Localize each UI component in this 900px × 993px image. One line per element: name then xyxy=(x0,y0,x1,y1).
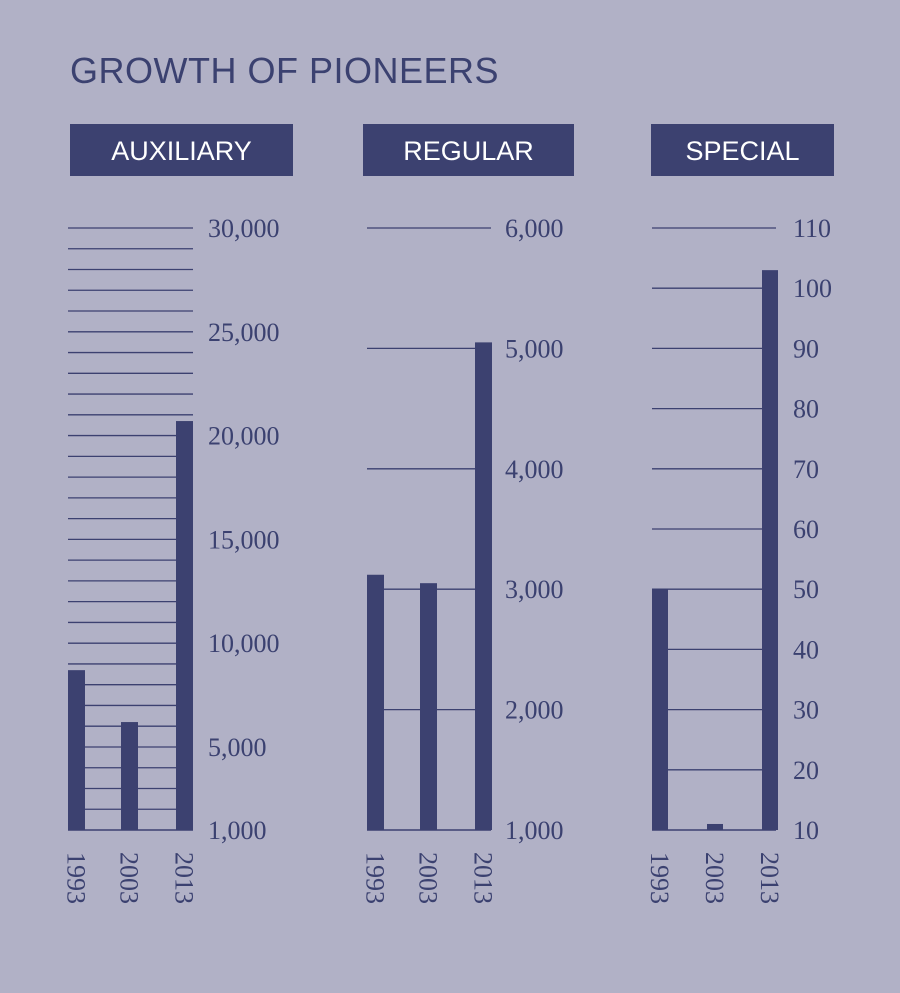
tick-label: 3,000 xyxy=(505,575,564,604)
category-label: 2013 xyxy=(170,852,199,904)
bar xyxy=(420,583,437,830)
tick-label: 70 xyxy=(793,455,819,484)
category-label: 1993 xyxy=(645,852,674,904)
tick-label: 5,000 xyxy=(208,733,267,762)
tick-label: 6,000 xyxy=(505,214,564,243)
tick-label: 4,000 xyxy=(505,455,564,484)
category-label: 1993 xyxy=(62,852,91,904)
chart-header-1 xyxy=(70,124,293,176)
bar xyxy=(652,589,668,830)
category-label: 1993 xyxy=(361,852,390,904)
bar xyxy=(475,342,492,830)
tick-label: 50 xyxy=(793,575,819,604)
bar xyxy=(68,670,85,830)
chart-title: AUXILIARY xyxy=(111,136,252,166)
tick-label: 80 xyxy=(793,395,819,424)
tick-label: 10,000 xyxy=(208,629,280,658)
tick-label: 30,000 xyxy=(208,214,280,243)
chart-header-2 xyxy=(363,124,574,176)
bar xyxy=(367,574,384,830)
tick-label: 30 xyxy=(793,696,819,725)
tick-label: 110 xyxy=(793,214,831,243)
tick-label: 1,000 xyxy=(208,816,267,845)
category-label: 2003 xyxy=(414,852,443,904)
category-label: 2013 xyxy=(755,852,784,904)
tick-label: 2,000 xyxy=(505,696,564,725)
tick-label: 15,000 xyxy=(208,525,280,554)
bar xyxy=(707,823,723,830)
category-label: 2013 xyxy=(469,852,498,904)
category-label: 2003 xyxy=(700,852,729,904)
tick-label: 100 xyxy=(793,274,832,303)
chart-header-3 xyxy=(651,124,834,176)
tick-label: 5,000 xyxy=(505,334,564,363)
chart-title: SPECIAL xyxy=(685,136,799,166)
tick-label: 10 xyxy=(793,816,819,845)
bar xyxy=(762,270,778,830)
category-label: 2003 xyxy=(115,852,144,904)
tick-label: 20,000 xyxy=(208,422,280,451)
tick-label: 60 xyxy=(793,515,819,544)
bar xyxy=(176,421,193,830)
page-title: GROWTH OF PIONEERS xyxy=(70,50,500,91)
bar xyxy=(121,722,138,830)
tick-label: 1,000 xyxy=(505,816,564,845)
tick-label: 20 xyxy=(793,756,819,785)
tick-label: 90 xyxy=(793,334,819,363)
tick-label: 25,000 xyxy=(208,318,280,347)
tick-label: 40 xyxy=(793,635,819,664)
chart-title: REGULAR xyxy=(403,136,534,166)
